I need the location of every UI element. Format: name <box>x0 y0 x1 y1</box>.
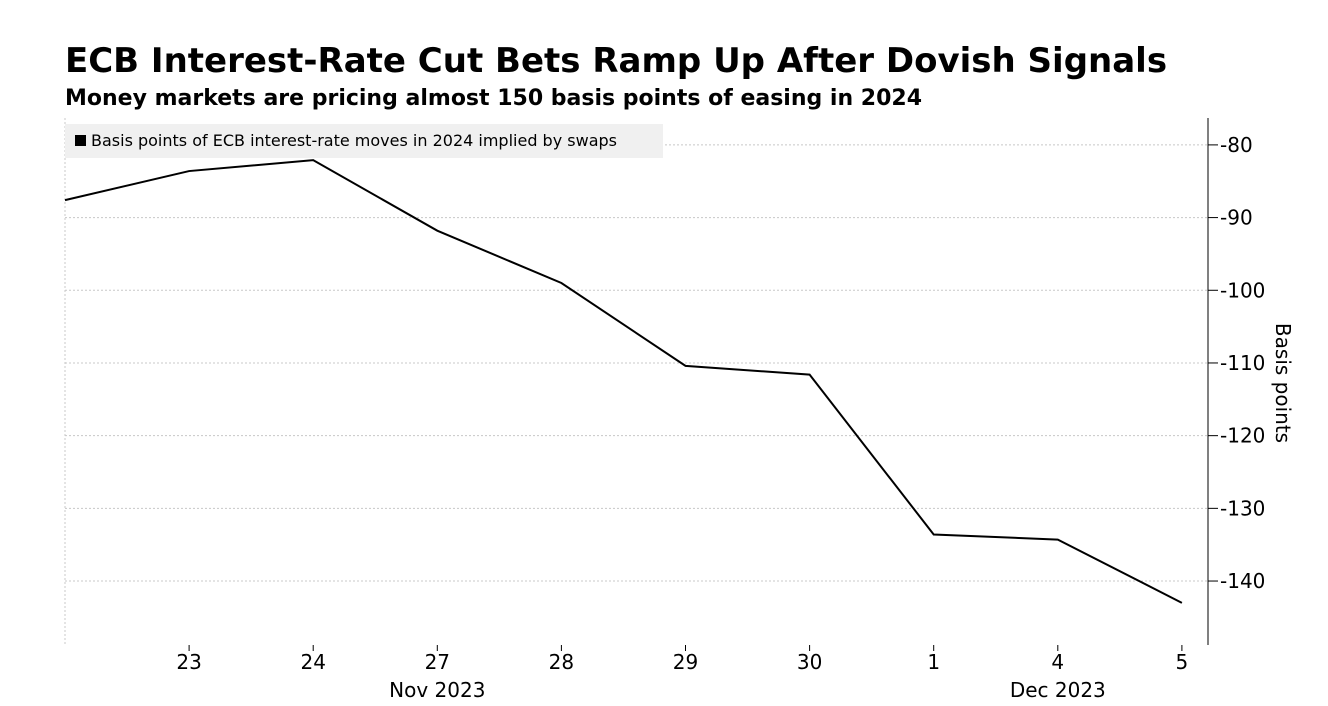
legend-box <box>65 124 663 158</box>
y-axis-label: Basis points <box>1271 323 1295 443</box>
chart-title: ECB Interest-Rate Cut Bets Ramp Up After… <box>65 41 1167 81</box>
x-tick-label: 28 <box>549 650 574 674</box>
y-tick-label: -140 <box>1220 569 1265 593</box>
y-tick-label: -120 <box>1220 424 1265 448</box>
x-tick-label: 30 <box>797 650 822 674</box>
y-tick-label: -100 <box>1220 278 1265 302</box>
legend-label: Basis points of ECB interest-rate moves … <box>91 131 617 150</box>
chart-subtitle: Money markets are pricing almost 150 bas… <box>65 86 922 111</box>
y-tick-label: -90 <box>1220 206 1253 230</box>
x-tick-label: 4 <box>1051 650 1064 674</box>
x-group-label: Dec 2023 <box>1010 678 1106 702</box>
x-tick-label: 1 <box>927 650 940 674</box>
x-tick-label: 24 <box>300 650 325 674</box>
x-tick-label: 5 <box>1176 650 1189 674</box>
x-group-label: Nov 2023 <box>389 678 485 702</box>
x-tick-label: 23 <box>176 650 201 674</box>
y-tick-label: -110 <box>1220 351 1265 375</box>
x-tick-label: 27 <box>425 650 450 674</box>
y-tick-label: -130 <box>1220 496 1265 520</box>
line-series <box>64 159 1183 604</box>
y-tick-label: -80 <box>1220 133 1253 157</box>
x-tick-label: 29 <box>673 650 698 674</box>
legend-swatch <box>75 135 86 146</box>
